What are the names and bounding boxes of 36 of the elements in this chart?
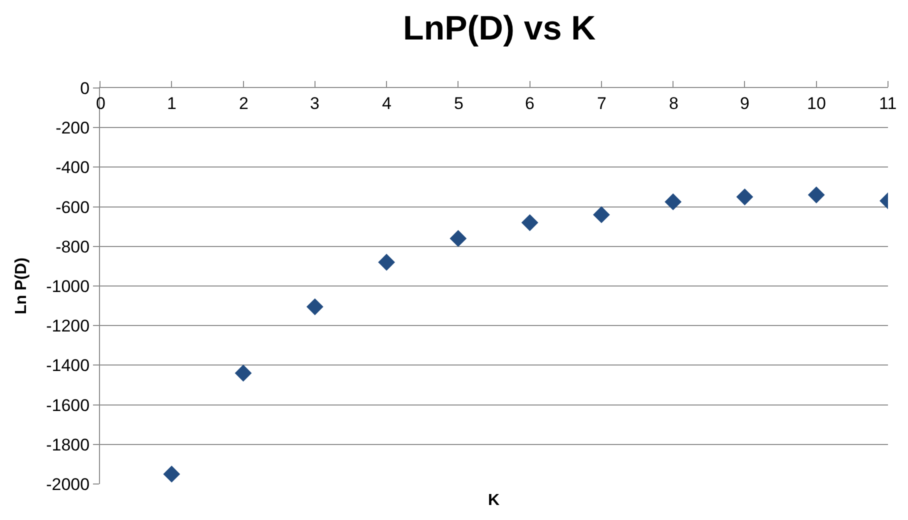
y-tick-label: -2000 <box>46 474 90 494</box>
point <box>593 206 610 224</box>
x-tick-label: 6 <box>525 94 534 113</box>
x-axis-title: K <box>488 492 500 509</box>
y-tick-label: -200 <box>56 118 90 138</box>
x-tick-label: 8 <box>669 94 678 113</box>
y-tick-label: -1200 <box>46 316 90 336</box>
point <box>521 214 538 232</box>
x-tick-label: 2 <box>239 94 248 113</box>
x-tick-label: 1 <box>167 94 176 113</box>
y-tick-label: -800 <box>56 237 90 256</box>
point <box>736 188 754 206</box>
y-tick-label: -400 <box>56 158 90 178</box>
point <box>450 230 467 247</box>
x-tick-label: 7 <box>597 94 606 113</box>
point <box>306 298 324 316</box>
point <box>163 466 180 483</box>
chart-title: LnP(D) vs K <box>403 9 596 48</box>
y-tick-label: -600 <box>56 198 90 217</box>
x-tick-label: 9 <box>740 94 750 113</box>
x-tick-label: 10 <box>807 94 826 113</box>
point <box>378 254 395 271</box>
y-tick-label: -1800 <box>46 435 90 454</box>
x-tick-label: 0 <box>96 94 106 113</box>
point <box>664 193 682 210</box>
y-tick-label: -1000 <box>46 276 90 296</box>
x-tick-label: 4 <box>382 94 392 113</box>
x-tick-label: 5 <box>454 94 464 113</box>
point <box>234 364 252 382</box>
x-tick-label: 3 <box>310 94 320 113</box>
y-tick-label: -1400 <box>46 356 90 376</box>
point <box>808 186 825 204</box>
y-tick-label: 0 <box>80 78 90 98</box>
y-tick-label: -1600 <box>46 396 90 415</box>
x-tick-label: 11 <box>879 94 897 113</box>
y-axis-title: Ln P(D) <box>13 258 30 314</box>
